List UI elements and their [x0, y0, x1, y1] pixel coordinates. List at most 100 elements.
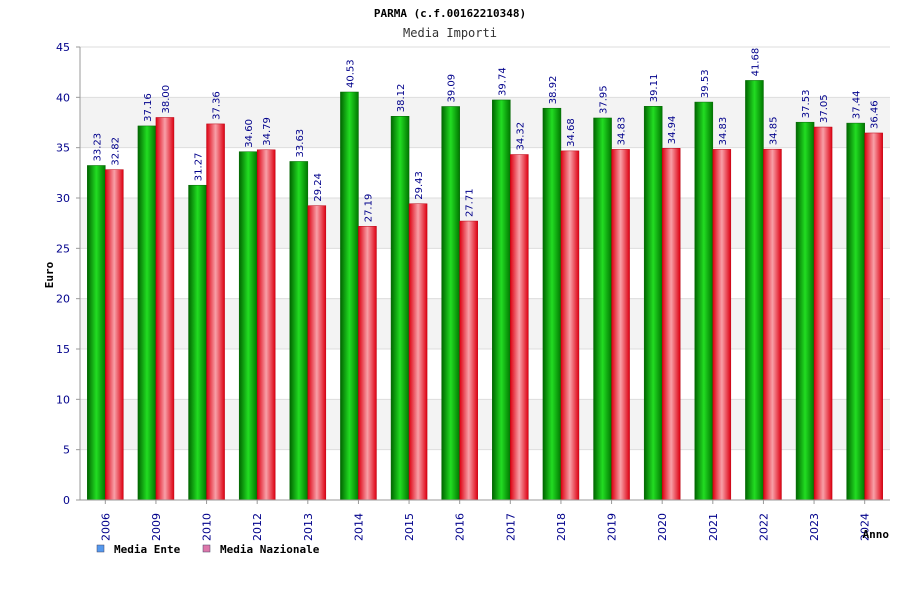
value-label-media-ente-2010: 31.27	[194, 153, 205, 182]
x-tick-label-2013: 2013	[302, 513, 315, 541]
bar-media-nazionale-2015	[408, 203, 428, 501]
value-label-media-ente-2022: 41.68	[750, 48, 761, 77]
bar-media-ente-2018	[542, 107, 562, 501]
value-label-media-ente-2017: 39.74	[497, 67, 508, 96]
x-tick-label-2024: 2024	[859, 513, 872, 541]
bars	[87, 80, 883, 501]
x-axis-title: Anno	[863, 528, 890, 541]
bar-media-ente-2009	[137, 125, 157, 501]
bar-media-ente-2014	[340, 91, 359, 501]
x-tick-label-2009: 2009	[150, 513, 163, 541]
bar-media-nazionale-2022	[763, 148, 782, 501]
bar-media-nazionale-2017	[510, 154, 529, 501]
legend-label-media-nazionale: Media Nazionale	[220, 543, 320, 556]
bar-media-nazionale-2009	[155, 117, 175, 501]
value-label-media-ente-2013: 33.63	[295, 129, 306, 158]
value-labels: 33.23 32.82 37.16 38.00 31.27 37.36 34.60 34.79…	[92, 48, 880, 223]
bar-media-nazionale-2006	[105, 169, 124, 501]
value-label-media-nazionale-2006: 32.82	[110, 137, 121, 166]
legend-swatch-media-ente	[96, 544, 105, 553]
bar-media-ente-2015	[390, 116, 410, 501]
y-tick-label: 15	[56, 343, 70, 356]
value-label-media-ente-2020: 39.11	[649, 74, 660, 103]
y-axis-title: Euro	[43, 261, 56, 288]
legend-swatch-media-nazionale	[202, 544, 211, 553]
value-label-media-nazionale-2013: 29.24	[313, 173, 324, 202]
bar-media-nazionale-2010	[206, 123, 225, 501]
value-label-media-nazionale-2018: 34.68	[566, 118, 577, 147]
value-label-media-nazionale-2023: 37.05	[819, 94, 830, 123]
bar-media-nazionale-2013	[307, 205, 327, 501]
y-tick-label: 20	[56, 293, 70, 306]
bar-media-nazionale-2021	[712, 149, 732, 501]
bar-media-ente-2016	[441, 106, 460, 501]
bar-media-nazionale-2012	[256, 149, 276, 501]
y-tick-label: 0	[63, 494, 70, 507]
value-label-media-nazionale-2015: 29.43	[414, 171, 425, 200]
bar-media-ente-2017	[492, 99, 511, 501]
bar-media-nazionale-2018	[560, 150, 580, 501]
x-tick-label-2023: 2023	[808, 513, 821, 541]
value-label-media-nazionale-2016: 27.71	[465, 188, 476, 217]
y-tick-label: 25	[56, 242, 70, 255]
value-label-media-ente-2014: 40.53	[345, 59, 356, 88]
bar-media-ente-2013	[289, 161, 309, 501]
bar-media-ente-2023	[795, 121, 815, 501]
value-label-media-ente-2016: 39.09	[447, 74, 458, 103]
plot-band	[80, 47, 890, 98]
bar-media-ente-2021	[694, 101, 714, 501]
x-axis-ticks: 2006 2009 2010 2012 2013 2014 2015 2016 2017 2018…	[99, 500, 872, 541]
bar-media-nazionale-2023	[813, 126, 833, 501]
value-label-media-nazionale-2020: 34.94	[667, 116, 678, 145]
bar-media-ente-2012	[238, 151, 258, 501]
y-axis-ticks: 0 5 10 15 20 25 30 35 40 45	[56, 41, 80, 507]
legend: Media Ente Media Nazionale	[96, 543, 320, 556]
value-label-media-ente-2006: 33.23	[92, 133, 103, 162]
x-tick-label-2015: 2015	[403, 513, 416, 541]
value-label-media-nazionale-2024: 36.46	[870, 100, 881, 129]
value-label-media-nazionale-2021: 34.83	[718, 117, 729, 146]
value-label-media-ente-2015: 38.12	[396, 84, 407, 113]
value-label-media-ente-2024: 37.44	[852, 90, 863, 119]
x-tick-label-2010: 2010	[201, 513, 214, 541]
value-label-media-ente-2018: 38.92	[548, 76, 559, 105]
value-label-media-ente-2023: 37.53	[801, 90, 812, 119]
value-label-media-nazionale-2017: 34.32	[515, 122, 526, 151]
y-tick-label: 40	[56, 91, 70, 104]
chart-title: PARMA (c.f.00162210348)	[374, 7, 526, 20]
y-tick-label: 30	[56, 192, 70, 205]
y-tick-label: 5	[63, 444, 70, 457]
bar-media-ente-2020	[643, 106, 663, 501]
x-tick-label-2014: 2014	[352, 513, 365, 541]
value-label-media-ente-2019: 37.95	[599, 85, 610, 114]
bar-media-ente-2024	[846, 122, 865, 501]
x-tick-label-2019: 2019	[606, 513, 619, 541]
y-tick-label: 45	[56, 41, 70, 54]
bar-media-nazionale-2014	[358, 226, 377, 501]
bar-media-ente-2019	[593, 117, 612, 501]
x-tick-label-2018: 2018	[555, 513, 568, 541]
x-tick-label-2017: 2017	[504, 513, 517, 541]
y-tick-label: 10	[56, 393, 70, 406]
value-label-media-nazionale-2014: 27.19	[363, 194, 374, 223]
chart-subtitle: Media Importi	[403, 26, 497, 40]
value-label-media-ente-2009: 37.16	[143, 93, 154, 122]
x-tick-label-2021: 2021	[707, 513, 720, 541]
bar-media-ente-2006	[87, 165, 106, 501]
bar-media-ente-2022	[745, 80, 764, 501]
value-label-media-nazionale-2019: 34.83	[617, 117, 628, 146]
x-tick-label-2006: 2006	[99, 513, 112, 541]
value-label-media-nazionale-2009: 38.00	[161, 85, 172, 114]
value-label-media-nazionale-2022: 34.85	[768, 117, 779, 146]
bar-media-nazionale-2020	[661, 148, 681, 501]
bar-media-ente-2010	[188, 184, 207, 501]
bar-media-nazionale-2016	[459, 220, 478, 501]
x-tick-label-2016: 2016	[454, 513, 467, 541]
y-tick-label: 35	[56, 142, 70, 155]
legend-label-media-ente: Media Ente	[114, 543, 181, 556]
value-label-media-nazionale-2010: 37.36	[212, 91, 223, 120]
value-label-media-nazionale-2012: 34.79	[262, 117, 273, 146]
x-tick-label-2012: 2012	[251, 513, 264, 541]
value-label-media-ente-2021: 39.53	[700, 69, 711, 98]
value-label-media-ente-2012: 34.60	[244, 119, 255, 148]
